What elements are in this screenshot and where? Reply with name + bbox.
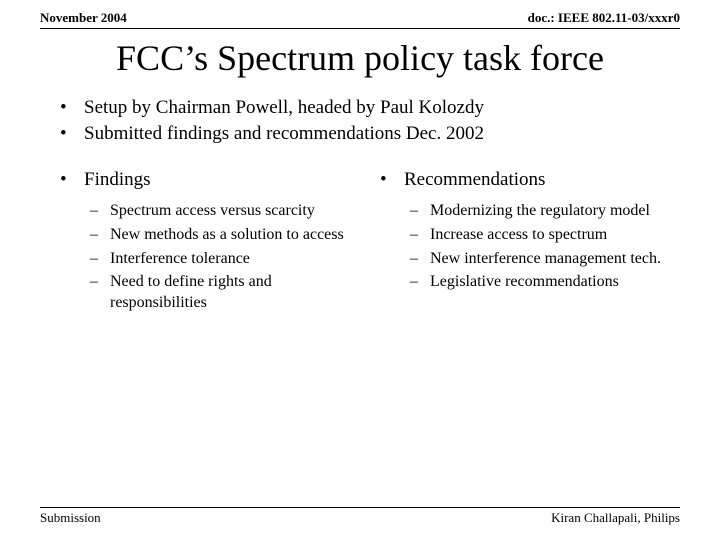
dash-icon: – bbox=[90, 272, 110, 314]
list-item-text: New methods as a solution to access bbox=[110, 225, 344, 246]
header-date: November 2004 bbox=[40, 10, 127, 26]
bullet-icon: • bbox=[380, 169, 404, 191]
list-item-text: Modernizing the regulatory model bbox=[430, 201, 650, 222]
list-item-text: Legislative recommendations bbox=[430, 272, 619, 293]
column-heading-text: Recommendations bbox=[404, 169, 545, 191]
dash-icon: – bbox=[410, 201, 430, 222]
findings-column: • Findings – Spectrum access versus scar… bbox=[40, 169, 360, 317]
slide-title: FCC’s Spectrum policy task force bbox=[0, 29, 720, 97]
list-item: – Interference tolerance bbox=[90, 249, 350, 270]
list-item-text: New interference management tech. bbox=[430, 249, 661, 270]
list-item: – New interference management tech. bbox=[410, 249, 670, 270]
bullet-icon: • bbox=[60, 169, 84, 191]
dash-icon: – bbox=[90, 201, 110, 222]
dash-icon: – bbox=[410, 272, 430, 293]
recommendations-column: • Recommendations – Modernizing the regu… bbox=[360, 169, 680, 317]
list-item: – Spectrum access versus scarcity bbox=[90, 201, 350, 222]
list-item: – New methods as a solution to access bbox=[90, 225, 350, 246]
list-item: – Modernizing the regulatory model bbox=[410, 201, 670, 222]
header-bar: November 2004 doc.: IEEE 802.11-03/xxxr0 bbox=[0, 0, 720, 28]
findings-list: – Spectrum access versus scarcity – New … bbox=[40, 201, 360, 314]
column-heading: • Recommendations bbox=[360, 169, 680, 191]
column-heading: • Findings bbox=[40, 169, 360, 191]
list-item: – Legislative recommendations bbox=[410, 272, 670, 293]
top-bullet-list: • Setup by Chairman Powell, headed by Pa… bbox=[0, 97, 720, 169]
list-item: • Submitted findings and recommendations… bbox=[60, 123, 680, 145]
list-item-text: Submitted findings and recommendations D… bbox=[84, 123, 484, 145]
footer-rule bbox=[40, 507, 680, 508]
list-item: – Increase access to spectrum bbox=[410, 225, 670, 246]
footer-bar: Submission Kiran Challapali, Philips bbox=[0, 507, 720, 526]
header-doc-id: doc.: IEEE 802.11-03/xxxr0 bbox=[528, 10, 680, 26]
list-item-text: Need to define rights and responsibiliti… bbox=[110, 272, 350, 314]
list-item-text: Increase access to spectrum bbox=[430, 225, 607, 246]
list-item-text: Interference tolerance bbox=[110, 249, 250, 270]
dash-icon: – bbox=[90, 249, 110, 270]
dash-icon: – bbox=[410, 249, 430, 270]
two-column-region: • Findings – Spectrum access versus scar… bbox=[0, 169, 720, 317]
column-heading-text: Findings bbox=[84, 169, 151, 191]
list-item: – Need to define rights and responsibili… bbox=[90, 272, 350, 314]
dash-icon: – bbox=[410, 225, 430, 246]
list-item-text: Setup by Chairman Powell, headed by Paul… bbox=[84, 97, 484, 119]
list-item-text: Spectrum access versus scarcity bbox=[110, 201, 315, 222]
list-item: • Setup by Chairman Powell, headed by Pa… bbox=[60, 97, 680, 119]
bullet-icon: • bbox=[60, 97, 84, 119]
bullet-icon: • bbox=[60, 123, 84, 145]
recommendations-list: – Modernizing the regulatory model – Inc… bbox=[360, 201, 680, 293]
footer-row: Submission Kiran Challapali, Philips bbox=[40, 510, 680, 526]
footer-left: Submission bbox=[40, 510, 101, 526]
footer-right: Kiran Challapali, Philips bbox=[551, 510, 680, 526]
dash-icon: – bbox=[90, 225, 110, 246]
